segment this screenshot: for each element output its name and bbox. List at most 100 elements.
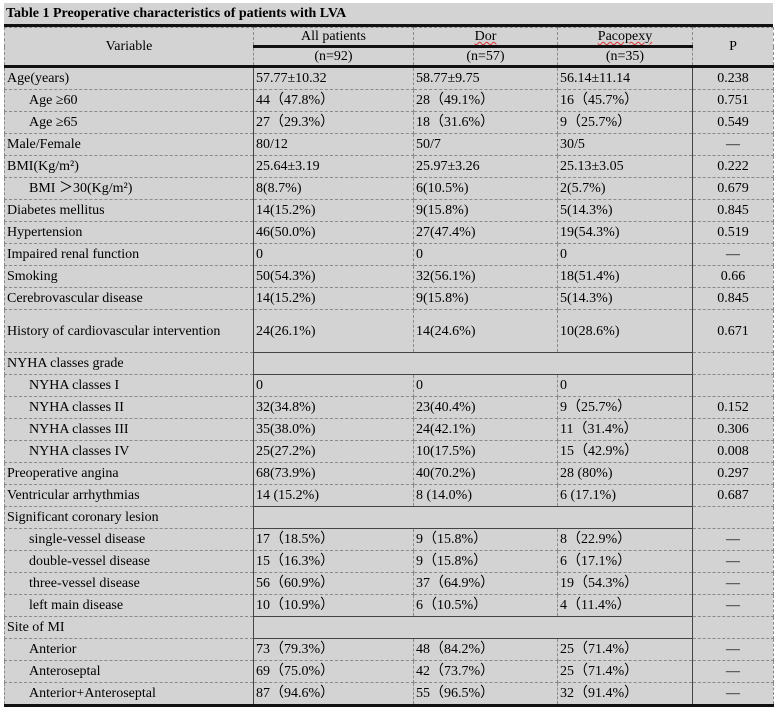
p-cell: 0.687 (692, 484, 774, 507)
header-paco-n: (n=35) (557, 46, 693, 67)
p-cell: — (692, 133, 774, 156)
all-patients-cell: 80/12 (253, 133, 414, 156)
table-row: Age ≥60 44（47.8%） 28（49.1%） 16（45.7%） 0.751 (4, 89, 774, 112)
dor-cell: 0 (413, 374, 558, 397)
pacopexy-cell: 6（17.1%） (557, 550, 693, 573)
section-spacer-cell (253, 506, 693, 529)
p-cell: 0.222 (692, 155, 774, 178)
table-row: Age(years) 57.77±10.32 58.77±9.75 56.14±11.… (4, 66, 774, 90)
dor-cell: 25.97±3.26 (413, 155, 558, 178)
pacopexy-cell: 9（25.7%） (557, 111, 693, 134)
pacopexy-cell: 8（22.9%） (557, 528, 693, 551)
variable-cell: double-vessel disease (4, 550, 254, 573)
p-cell: 0.671 (692, 309, 774, 353)
all-patients-cell: 24(26.1%) (253, 309, 414, 353)
header-dor-n: (n=57) (413, 46, 558, 67)
p-cell: — (692, 550, 774, 573)
all-patients-cell: 57.77±10.32 (253, 66, 414, 90)
all-patients-cell: 25(27.2%) (253, 440, 414, 463)
all-patients-cell: 0 (253, 243, 414, 266)
p-cell: 0.845 (692, 199, 774, 222)
p-cell: — (692, 572, 774, 595)
table-row: Anterior 73（79.3%） 48（84.2%） 25（71.4%） — (4, 638, 774, 661)
variable-cell: Age(years) (4, 66, 254, 90)
dor-cell: 18（31.6%） (413, 111, 558, 134)
p-cell (692, 374, 774, 397)
p-cell (692, 506, 774, 529)
p-cell: — (692, 528, 774, 551)
pacopexy-cell: 19（54.3%） (557, 572, 693, 595)
variable-cell: Cerebrovascular disease (4, 287, 254, 310)
table-row: NYHA classes III 35(38.0%) 24(42.1%) 11（31.… (4, 418, 774, 441)
all-patients-cell: 14(15.2%) (253, 287, 414, 310)
all-patients-cell: 35(38.0%) (253, 418, 414, 441)
table-row: left main disease 10（10.9%） 6（10.5%） 4（11.4… (4, 594, 774, 617)
p-cell: — (692, 243, 774, 266)
dor-cell: 40(70.2%) (413, 462, 558, 485)
section-spacer-cell (253, 616, 693, 639)
dor-cell: 32(56.1%) (413, 265, 558, 288)
characteristics-table: Variable All patients Dor Pacopexy P (n=… (4, 27, 774, 707)
table-row: Ventricular arrhythmias 14 (15.2%) 8 (14.0… (4, 484, 774, 507)
all-patients-cell: 15（16.3%） (253, 550, 414, 573)
table-row: Anterior+Anteroseptal 87（94.6%） 55（96.5%） 3… (4, 682, 774, 707)
variable-cell: left main disease (4, 594, 254, 617)
table-row: Age ≥65 27（29.3%） 18（31.6%） 9（25.7%） 0.549 (4, 111, 774, 134)
table-row: NYHA classes IV 25(27.2%) 10(17.5%) 15（42.9… (4, 440, 774, 463)
all-patients-cell: 14 (15.2%) (253, 484, 414, 507)
variable-cell: BMI(Kg/m²) (4, 155, 254, 178)
table-row: NYHA classes II 32(34.8%) 23(40.4%) 9（25.7%… (4, 396, 774, 419)
dor-cell: 55（96.5%） (413, 682, 558, 707)
all-patients-cell: 14(15.2%) (253, 199, 414, 222)
p-cell (692, 352, 774, 375)
variable-cell: NYHA classes II (4, 396, 254, 419)
pacopexy-cell: 0 (557, 374, 693, 397)
p-cell: 0.152 (692, 396, 774, 419)
variable-cell: NYHA classes grade (4, 352, 254, 375)
all-patients-cell: 10（10.9%） (253, 594, 414, 617)
pacopexy-cell: 25（71.4%） (557, 660, 693, 683)
all-patients-cell: 0 (253, 374, 414, 397)
all-patients-cell: 68(73.9%) (253, 462, 414, 485)
all-patients-cell: 46(50.0%) (253, 221, 414, 244)
pacopexy-cell: 5(14.3%) (557, 199, 693, 222)
p-cell: 0.751 (692, 89, 774, 112)
variable-cell: Significant coronary lesion (4, 506, 254, 529)
all-patients-cell: 87（94.6%） (253, 682, 414, 707)
dor-cell: 27(47.4%) (413, 221, 558, 244)
pacopexy-cell: 16（45.7%） (557, 89, 693, 112)
header-dor: Dor (413, 27, 558, 47)
dor-cell: 0 (413, 243, 558, 266)
table-row: Diabetes mellitus 14(15.2%) 9(15.8%) 5(14.3… (4, 199, 774, 222)
all-patients-cell: 8(8.7%) (253, 177, 414, 200)
variable-cell: Site of MI (4, 616, 254, 639)
dor-cell: 6（10.5%） (413, 594, 558, 617)
variable-cell: Preoperative angina (4, 462, 254, 485)
table-row: History of cardiovascular intervention 24… (4, 309, 774, 353)
variable-cell: Impaired renal function (4, 243, 254, 266)
dor-cell: 23(40.4%) (413, 396, 558, 419)
variable-cell: History of cardiovascular intervention (4, 309, 254, 353)
variable-cell: BMI ＞30(Kg/m²) (4, 177, 254, 200)
table-row: BMI(Kg/m²) 25.64±3.19 25.97±3.26 25.13±3.05… (4, 155, 774, 178)
all-patients-cell: 17（18.5%） (253, 528, 414, 551)
pacopexy-cell: 25.13±3.05 (557, 155, 693, 178)
variable-cell: NYHA classes III (4, 418, 254, 441)
pacopexy-cell: 19(54.3%) (557, 221, 693, 244)
variable-cell: three-vessel disease (4, 572, 254, 595)
pacopexy-cell: 28 (80%) (557, 462, 693, 485)
header-row: Variable All patients Dor Pacopexy P (4, 27, 774, 67)
dor-cell: 14(24.6%) (413, 309, 558, 353)
variable-cell: Age ≥65 (4, 111, 254, 134)
pacopexy-cell: 4（11.4%） (557, 594, 693, 617)
table-row: BMI ＞30(Kg/m²) 8(8.7%) 6(10.5%) 2(5.7%) 0.67… (4, 177, 774, 200)
variable-cell: Male/Female (4, 133, 254, 156)
header-n-row: (n=92) (n=57) (n=35) (4, 46, 774, 67)
pacopexy-cell: 18(51.4%) (557, 265, 693, 288)
pacopexy-cell: 5(14.3%) (557, 287, 693, 310)
pacopexy-cell: 56.14±11.14 (557, 66, 693, 90)
p-cell: — (692, 638, 774, 661)
p-cell: — (692, 660, 774, 683)
table-row: three-vessel disease 56（60.9%） 37（64.9%） 19… (4, 572, 774, 595)
